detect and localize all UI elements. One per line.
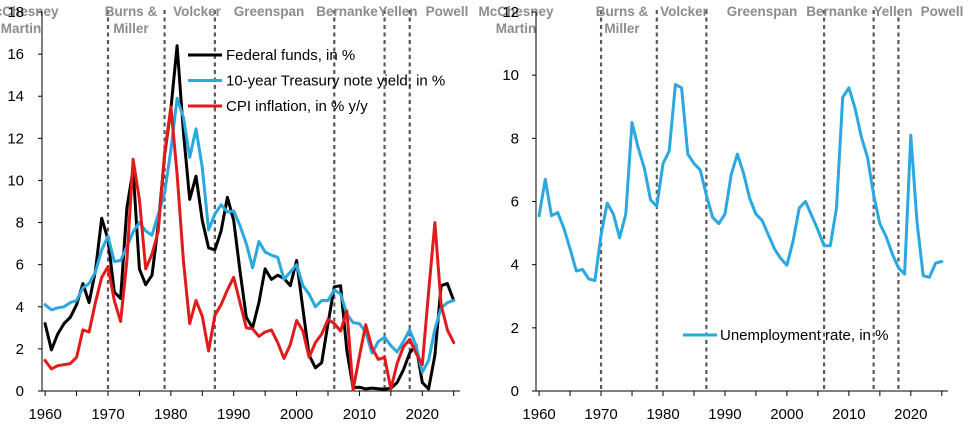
chair-label-powell: Powell	[426, 4, 469, 19]
x-tick-label-1990: 1990	[708, 406, 741, 423]
chair-label-greenspan: Greenspan	[234, 4, 305, 19]
x-tick-label-2000: 2000	[770, 406, 803, 423]
chair-label-volcker: Volcker	[660, 4, 709, 19]
chair-label-mcchesney-martin: McChesney	[478, 4, 554, 19]
chair-label-greenspan: Greenspan	[727, 4, 798, 19]
y-tick-label-0: 0	[16, 383, 24, 400]
x-tick-label-1970: 1970	[91, 406, 124, 423]
y-tick-label-8: 8	[16, 215, 24, 232]
chair-label-burns-miller-line2: Miller	[113, 21, 149, 36]
y-tick-label-4: 4	[16, 299, 24, 316]
x-tick-label-2000: 2000	[280, 406, 313, 423]
chart-unemployment: McChesney Martin Burns & Miller Volcker Green…	[478, 4, 963, 423]
y-tick-label-2: 2	[511, 320, 519, 337]
chair-label-mcchesney-martin-line2: Martin	[496, 21, 537, 36]
chair-label-bernanke: Bernanke	[316, 4, 378, 19]
y-tick-label-4: 4	[511, 257, 519, 274]
y-tick-label-12: 12	[502, 4, 519, 21]
chair-label-burns-miller: Burns &	[596, 4, 649, 19]
x-tick-label-1990: 1990	[217, 406, 250, 423]
x-tick-label-1970: 1970	[584, 406, 617, 423]
series-line-cpi-inflation-in-y-y	[43, 105, 456, 392]
x-tick-label-2020: 2020	[406, 406, 439, 423]
y-tick-label-6: 6	[511, 194, 519, 211]
y-tick-label-8: 8	[511, 130, 519, 147]
x-tick-label-2010: 2010	[832, 406, 865, 423]
legend-label-10-year-treasury-note-yield-in: 10-year Treasury note yield, in %	[226, 73, 445, 90]
y-tick-label-2: 2	[16, 341, 24, 358]
chart-rates-inflation: McChesney Martin Burns & Miller Volcker Green…	[0, 4, 468, 423]
legend-label-federal-funds-in: Federal funds, in %	[226, 47, 355, 64]
chair-label-yellen: Yellen	[378, 4, 417, 19]
chair-label-bernanke: Bernanke	[806, 4, 868, 19]
x-tick-label-1980: 1980	[646, 406, 679, 423]
y-tick-label-14: 14	[7, 88, 24, 105]
y-tick-label-10: 10	[502, 67, 519, 84]
chair-label-mcchesney-martin: McChesney	[0, 4, 59, 19]
legend-label-cpi-inflation-in-y-y: CPI inflation, in % y/y	[226, 98, 368, 115]
series-line-unemployment-rate-in	[537, 83, 944, 282]
series-line-federal-funds-in	[43, 44, 456, 391]
x-tick-label-1960: 1960	[28, 406, 61, 423]
y-tick-label-12: 12	[7, 130, 24, 147]
chair-label-powell: Powell	[921, 4, 964, 19]
x-tick-label-2020: 2020	[894, 406, 927, 423]
y-tick-label-10: 10	[7, 172, 24, 189]
x-tick-label-1980: 1980	[154, 406, 187, 423]
y-tick-label-0: 0	[511, 383, 519, 400]
chair-label-yellen: Yellen	[873, 4, 912, 19]
legend-label-unemployment-rate-in: Unemployment rate, in %	[720, 327, 888, 344]
chair-label-burns-miller-line2: Miller	[604, 21, 640, 36]
y-tick-label-6: 6	[16, 257, 24, 274]
chair-label-volcker: Volcker	[173, 4, 222, 19]
y-tick-label-16: 16	[7, 46, 24, 63]
chair-label-mcchesney-martin-line2: Martin	[1, 21, 42, 36]
x-tick-label-2010: 2010	[343, 406, 376, 423]
y-tick-label-18: 18	[7, 4, 24, 21]
series-line-10-year-treasury-note-yield-in	[43, 96, 456, 374]
x-tick-label-1960: 1960	[522, 406, 555, 423]
chair-label-burns-miller: Burns &	[105, 4, 158, 19]
